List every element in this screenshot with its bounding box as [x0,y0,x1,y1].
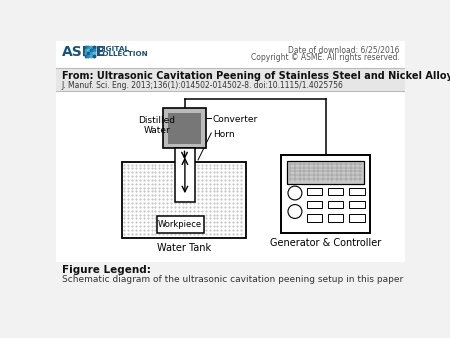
Text: Schematic diagram of the ultrasonic cavitation peening setup in this paper: Schematic diagram of the ultrasonic cavi… [62,275,403,284]
Bar [306,214,322,221]
Circle shape [288,186,302,200]
Bar [56,262,405,301]
Text: J. Manuf. Sci. Eng. 2013;136(1):014502-014502-8. doi:10.1115/1.4025756: J. Manuf. Sci. Eng. 2013;136(1):014502-0… [62,80,343,90]
Text: ASME: ASME [62,45,106,59]
Bar [281,154,370,233]
Bar [157,216,203,233]
Text: From: Ultrasonic Cavitation Peening of Stainless Steel and Nickel Alloy: From: Ultrasonic Cavitation Peening of S… [62,71,450,80]
Text: Converter: Converter [213,115,258,124]
Bar [328,214,343,221]
Text: Figure Legend:: Figure Legend: [62,265,151,275]
Text: Copyright © ASME. All rights reserved.: Copyright © ASME. All rights reserved. [251,53,400,62]
Bar [56,68,405,91]
Bar [122,162,246,238]
Bar [306,201,322,209]
Bar [328,188,343,195]
Bar [328,201,343,209]
Bar [56,41,405,68]
Bar [175,148,195,202]
Bar [163,108,206,148]
Text: Workpiece: Workpiece [158,220,202,229]
Text: Distilled
Water: Distilled Water [139,116,176,136]
Bar [56,91,405,262]
Text: Generator & Controller: Generator & Controller [270,238,381,248]
Bar [287,161,364,184]
Circle shape [288,204,302,218]
Text: Date of download: 6/25/2016: Date of download: 6/25/2016 [288,46,400,55]
Text: COLLECTION: COLLECTION [97,51,148,57]
Text: Water Tank: Water Tank [157,243,211,253]
Text: DIGITAL: DIGITAL [97,46,129,52]
Bar [168,113,201,144]
Bar [349,214,364,221]
Text: Horn: Horn [213,130,234,139]
Bar [349,188,364,195]
Bar [306,188,322,195]
Bar [349,201,364,209]
